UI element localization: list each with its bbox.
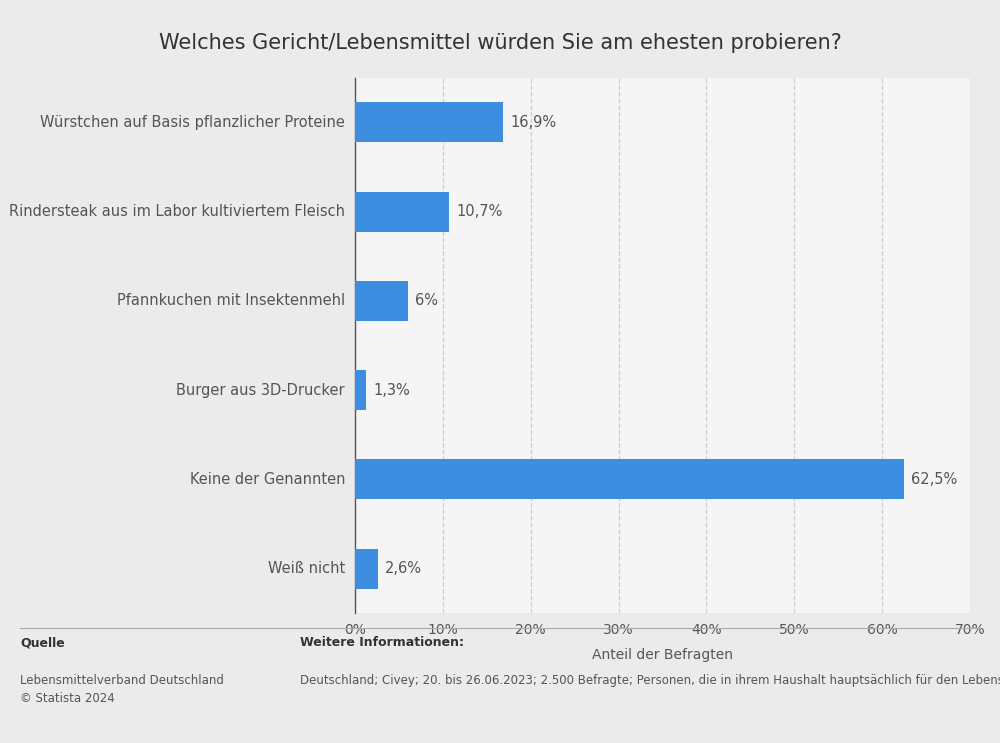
Text: Burger aus 3D-Drucker: Burger aus 3D-Drucker bbox=[176, 383, 345, 398]
Bar bbox=[355, 192, 449, 232]
Text: 2,6%: 2,6% bbox=[385, 561, 422, 576]
Text: Welches Gericht/Lebensmittel würden Sie am ehesten probieren?: Welches Gericht/Lebensmittel würden Sie … bbox=[159, 33, 841, 53]
Bar bbox=[355, 281, 408, 321]
X-axis label: Anteil der Befragten: Anteil der Befragten bbox=[592, 648, 733, 662]
Text: Lebensmittelverband Deutschland: Lebensmittelverband Deutschland bbox=[20, 674, 224, 687]
Text: 16,9%: 16,9% bbox=[511, 115, 557, 130]
Text: 1,3%: 1,3% bbox=[373, 383, 410, 398]
Text: Weitere Informationen:: Weitere Informationen: bbox=[300, 637, 464, 649]
Text: Keine der Genannten: Keine der Genannten bbox=[190, 472, 345, 487]
Text: Quelle: Quelle bbox=[20, 637, 65, 649]
Bar bbox=[355, 459, 904, 499]
Text: Rindersteak aus im Labor kultiviertem Fleisch: Rindersteak aus im Labor kultiviertem Fl… bbox=[9, 204, 345, 219]
Bar bbox=[355, 370, 366, 410]
Text: 6%: 6% bbox=[415, 293, 438, 308]
Text: Deutschland; Civey; 20. bis 26.06.2023; 2.500 Befragte; Personen, die in ihrem H: Deutschland; Civey; 20. bis 26.06.2023; … bbox=[300, 674, 1000, 687]
Text: © Statista 2024: © Statista 2024 bbox=[20, 692, 115, 705]
Text: 10,7%: 10,7% bbox=[456, 204, 502, 219]
Text: Würstchen auf Basis pflanzlicher Proteine: Würstchen auf Basis pflanzlicher Protein… bbox=[40, 115, 345, 130]
Text: Weiß nicht: Weiß nicht bbox=[268, 561, 345, 576]
Bar bbox=[355, 548, 378, 588]
Text: 62,5%: 62,5% bbox=[911, 472, 957, 487]
Text: Pfannkuchen mit Insektenmehl: Pfannkuchen mit Insektenmehl bbox=[117, 293, 345, 308]
Bar bbox=[355, 103, 503, 143]
